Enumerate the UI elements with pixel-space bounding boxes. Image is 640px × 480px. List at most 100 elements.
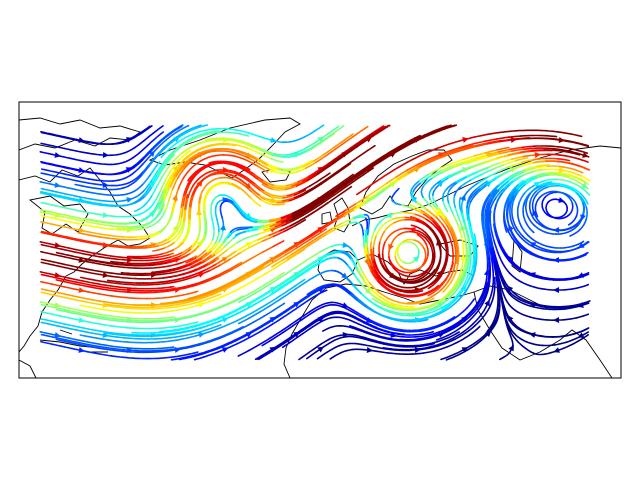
streamline [237, 141, 251, 147]
streamline [170, 356, 185, 361]
streamline [497, 176, 510, 186]
streamline [481, 291, 489, 305]
streamline [40, 243, 55, 249]
streamline [123, 273, 137, 277]
streamline [305, 234, 317, 243]
streamline [351, 333, 365, 339]
streamline [63, 196, 77, 201]
streamline [450, 291, 461, 303]
streamline [297, 265, 310, 274]
streamline [185, 196, 189, 210]
streamline [40, 250, 54, 256]
stream-arrow [484, 299, 490, 307]
streamline [517, 279, 531, 287]
streamline [451, 148, 465, 154]
streamline [237, 144, 251, 150]
streamline [191, 146, 204, 154]
streamline [391, 274, 404, 282]
streamline [98, 223, 112, 227]
streamline [365, 189, 378, 198]
streamline [564, 316, 578, 321]
streamline [111, 305, 125, 309]
streamline [194, 260, 207, 267]
streamline [215, 182, 230, 186]
streamline [174, 337, 189, 342]
streamline [190, 141, 204, 148]
streamline [190, 160, 202, 170]
streamline [473, 233, 478, 247]
streamline [498, 289, 501, 304]
streamline [436, 205, 446, 217]
streamline [180, 157, 191, 168]
streamline [424, 326, 438, 332]
streamline [391, 310, 406, 315]
streamline [464, 324, 476, 334]
stream-arrow [577, 242, 585, 249]
streamline [532, 352, 546, 356]
streamline [256, 159, 270, 167]
streamline [186, 283, 200, 289]
streamline [104, 332, 119, 336]
streamline [435, 306, 448, 315]
streamline [162, 248, 176, 255]
streamline [74, 278, 89, 283]
streamline [339, 286, 351, 296]
streamline [298, 310, 311, 320]
streamline [155, 261, 170, 266]
streamline [450, 158, 464, 165]
streamline [274, 284, 287, 293]
stream-arrow [78, 287, 85, 293]
stream-arrow [126, 257, 133, 263]
streamline [309, 183, 322, 192]
streamline [149, 231, 162, 239]
streamline [492, 223, 496, 231]
streamline [274, 254, 287, 262]
streamline [453, 194, 457, 209]
streamline [230, 251, 242, 260]
streamline [209, 296, 223, 303]
streamline [486, 233, 491, 248]
streamline [220, 160, 234, 164]
streamline [175, 263, 188, 270]
streamline [412, 239, 424, 248]
streamline [374, 275, 385, 287]
streamline [454, 332, 467, 340]
streamline [90, 286, 105, 291]
streamline [123, 147, 136, 154]
streamline [312, 168, 325, 177]
streamline [273, 261, 286, 270]
streamline [74, 338, 89, 343]
streamline [468, 181, 480, 191]
streamline [497, 130, 511, 134]
streamline [316, 351, 329, 360]
streamline [442, 166, 455, 173]
streamline [249, 187, 261, 197]
streamline [486, 244, 490, 258]
streamline [197, 175, 209, 185]
streamline [430, 255, 436, 270]
streamline [354, 127, 367, 136]
streamline [347, 141, 360, 151]
streamline [348, 325, 362, 331]
streamline [422, 177, 434, 187]
streamline [320, 289, 328, 294]
streamline [201, 139, 215, 144]
streamline [245, 218, 259, 224]
streamline [180, 146, 193, 155]
streamline [476, 166, 490, 173]
streamline [408, 333, 423, 336]
stream-arrow [78, 317, 85, 323]
streamline [410, 352, 425, 355]
streamline [431, 343, 446, 349]
streamline [248, 343, 261, 352]
streamline [159, 306, 173, 310]
streamline [456, 307, 468, 318]
streamline [75, 325, 90, 330]
streamline [202, 290, 216, 297]
streamline [184, 196, 188, 211]
streamline [281, 339, 294, 349]
streamline [128, 306, 143, 309]
streamline [299, 278, 311, 287]
stream-arrow [577, 272, 584, 278]
streamline [40, 261, 54, 266]
